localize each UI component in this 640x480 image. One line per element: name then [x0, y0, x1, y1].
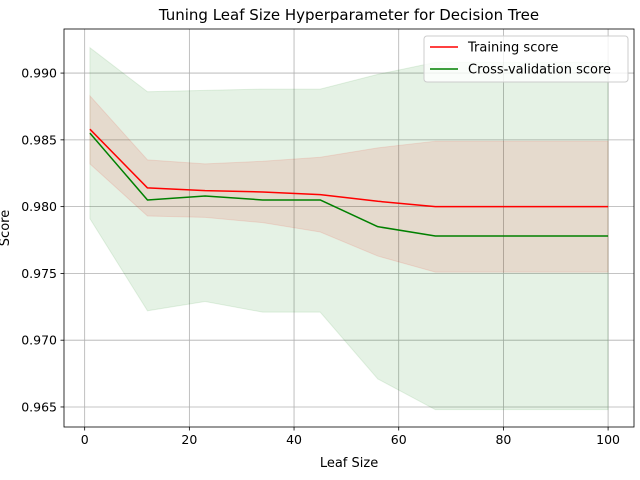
legend-label-training: Training score — [467, 41, 558, 56]
legend-box — [423, 35, 629, 83]
x-tick-label: 100 — [596, 432, 620, 447]
band-cross-validation — [89, 46, 609, 411]
x-tick-label: 60 — [391, 432, 407, 447]
plot-area — [63, 28, 635, 428]
chart-title: Tuning Leaf Size Hyperparameter for Deci… — [158, 6, 539, 24]
y-tick-label: 0.975 — [21, 266, 57, 281]
y-tick-label: 0.990 — [21, 66, 57, 81]
y-tick-label: 0.985 — [21, 132, 57, 147]
band-training — [89, 94, 609, 273]
y-tick-label: 0.980 — [21, 199, 57, 214]
x-tick-label: 0 — [81, 432, 89, 447]
y-axis-label: Score — [0, 210, 13, 246]
axis-ticks: 0 20 40 60 80 100 0.965 0.970 0.975 0.980 0.985 0.9… — [21, 66, 620, 447]
series-line-training — [89, 128, 609, 208]
y-tick-label: 0.965 — [21, 399, 57, 414]
y-tick-label: 0.970 — [21, 333, 57, 348]
series-line-cross-validation — [89, 132, 609, 237]
x-tick-label: 80 — [495, 432, 511, 447]
axes-frame — [63, 28, 635, 428]
legend: Training score Cross-validation score — [423, 35, 629, 83]
x-axis-label: Leaf Size — [320, 456, 378, 471]
legend-label-cross-validation: Cross-validation score — [468, 63, 611, 78]
x-tick-label: 40 — [286, 432, 302, 447]
x-tick-label: 20 — [181, 432, 197, 447]
